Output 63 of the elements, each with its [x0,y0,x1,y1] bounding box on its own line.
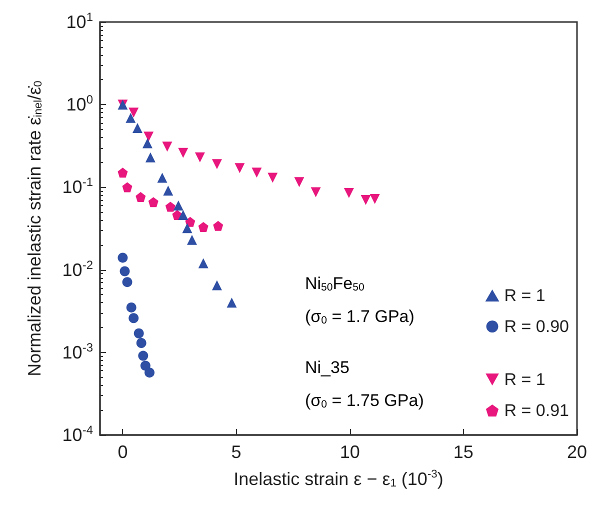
point [144,132,154,142]
point [126,302,136,312]
x-tick-label: 5 [231,442,242,462]
point [310,187,321,198]
point [163,186,174,196]
point [128,313,139,324]
y-tick-label: 10$^{1}$ [66,10,94,32]
annotation: (σ0 = 1.7 GPa) [305,307,414,326]
x-tick-label: 10 [340,442,360,462]
point [148,197,158,208]
legend-label: R = 1 [504,286,546,305]
point [212,159,222,170]
point [136,338,146,348]
annotation: Ni_35 [305,358,350,377]
x-tick-label: 0 [118,442,128,462]
point [173,200,184,211]
point [198,222,208,232]
point [182,223,192,234]
legend-label: R = 0.90 [504,317,570,336]
point [157,172,168,183]
annotation: (σ0 = 1.75 GPa) [305,391,424,410]
point [118,168,128,178]
annotation: Ni50Fe50 [305,274,364,294]
x-tick-label: 15 [453,442,474,462]
point [162,142,172,152]
y-tick-label: 10$^{0}$ [66,92,94,115]
x-tick-label: 20 [566,442,588,462]
point [178,210,188,220]
point [144,368,155,378]
point [360,194,371,205]
point [128,108,139,118]
point [198,258,208,268]
y-tick-label: 10$^{-4}$ [62,423,94,445]
legend-label: R = 0.91 [504,401,570,420]
point [126,112,136,123]
point [122,182,132,192]
point [136,192,146,202]
point [165,202,176,212]
point [120,266,130,276]
point [138,350,148,361]
point [122,277,132,288]
point [212,280,222,290]
point [134,328,144,338]
point [178,148,188,158]
point [145,152,156,162]
point [186,234,197,245]
point [294,177,304,188]
point [234,163,245,174]
y-axis-title: Normalized inelastic strain rate ε̇inel/ε̇0 [24,80,44,376]
point [252,168,262,178]
point [370,194,380,204]
y-tick-label: 10$^{-3}$ [62,340,94,362]
y-tick-label: 10$^{-2}$ [62,258,94,280]
point [226,298,237,308]
y-tick-label: 10$^{-1}$ [62,175,94,198]
point [118,252,128,263]
point [268,172,278,183]
point [344,188,354,198]
point [194,152,205,162]
point [142,138,152,148]
point [132,123,142,134]
point [213,220,224,231]
legend-label: R = 1 [504,370,546,389]
